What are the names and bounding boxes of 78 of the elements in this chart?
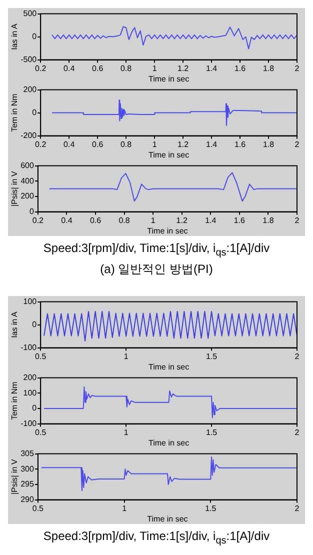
x-axis-title: Time in sec	[148, 150, 190, 160]
x-tick-label: 1	[124, 352, 129, 362]
y-tick-label: 200	[23, 85, 38, 94]
x-tick-label: 1.2	[176, 216, 188, 225]
text: Speed:3[rpm]/div, Time:1[s]/div, i$_{qs}$:1[A]/div	[42, 528, 271, 549]
x-tick-label: 0.6	[92, 64, 104, 73]
y-axis-title: Tem in Nm	[10, 93, 20, 132]
x-axis-title: Time in sec	[148, 74, 190, 84]
y-tick-label: 295	[20, 480, 34, 490]
x-tick-label: 1	[152, 64, 158, 73]
y-axis-title: Tem in Nm	[10, 382, 20, 420]
y-axis-title: Ias in A	[10, 311, 20, 338]
x-axis-title: Time in sec	[148, 438, 190, 448]
y-tick-label: 0	[32, 404, 38, 414]
y-tick-label: 100	[23, 297, 38, 306]
x-tick-label: 0.2	[32, 216, 44, 225]
x-tick-label: 2	[294, 140, 300, 149]
x-tick-label: 1.4	[206, 64, 218, 73]
x-tick-label: 1.5	[206, 352, 218, 362]
x-tick-label: 0.4	[64, 140, 76, 149]
y-tick-label: 305	[20, 449, 34, 458]
x-tick-label: 0.6	[90, 216, 102, 225]
y-tick-label: -500	[20, 55, 38, 64]
x-tick-label: 1	[152, 140, 158, 149]
x-tick-label: 2	[294, 428, 300, 438]
y-tick-label: 300	[20, 464, 34, 474]
x-axis-title: Time in sec	[147, 226, 188, 236]
y-tick-label: 200	[20, 192, 34, 201]
x-tick-label: 1.8	[262, 140, 275, 149]
y-tick-label: 200	[23, 373, 38, 382]
y-axis-title: |Psis| in V	[10, 458, 20, 495]
x-tick-label: 1.2	[177, 140, 190, 149]
y-tick-label: -100	[20, 419, 38, 428]
x-tick-label: 1	[150, 216, 156, 225]
x-tick-label: 1.8	[262, 64, 275, 73]
x-tick-label: 0.5	[35, 428, 47, 438]
x-tick-label: 0.5	[32, 504, 44, 514]
x-tick-label: 1.6	[234, 216, 246, 225]
y-axis-title: Ias in A	[10, 23, 20, 50]
y-axis-title: |Psis| in V	[10, 170, 20, 206]
x-tick-label: 0.6	[92, 140, 104, 149]
x-tick-label: 1.5	[206, 428, 218, 438]
x-tick-label: 0.8	[120, 140, 132, 149]
y-tick-label: 100	[23, 388, 38, 398]
text: (a) 일반적인 방법(PI)	[99, 261, 214, 278]
y-tick-label: 0	[29, 207, 34, 216]
y-tick-label: 290	[20, 495, 34, 504]
y-tick-label: 0	[32, 32, 38, 42]
y-tick-label: 0	[32, 108, 38, 118]
x-tick-label: 2	[294, 504, 300, 514]
y-tick-label: 600	[20, 161, 34, 170]
y-tick-label: 400	[20, 176, 34, 186]
x-tick-label: 1.4	[205, 216, 217, 225]
y-tick-label: -200	[20, 131, 38, 140]
x-tick-label: 0.8	[120, 64, 132, 73]
x-axis-title: Time in sec	[147, 514, 188, 524]
y-tick-label: 0	[32, 320, 38, 330]
x-tick-label: 1.5	[205, 504, 217, 514]
x-tick-label: 2	[294, 352, 300, 362]
text: Speed:3[rpm]/div, Time:1[s]/div, i$_{qs}$:1[A]/div	[42, 240, 271, 260]
x-tick-label: 0.5	[35, 352, 47, 362]
x-axis-title: Time in sec	[148, 362, 190, 372]
x-tick-label: 1.8	[262, 216, 274, 225]
y-tick-label: -100	[20, 343, 38, 352]
x-tick-label: 1	[122, 504, 128, 514]
x-tick-label: 1.4	[206, 140, 218, 149]
x-tick-label: 1.2	[177, 64, 190, 73]
x-tick-label: 1.6	[234, 140, 246, 149]
x-tick-label: 0.8	[118, 216, 130, 225]
x-tick-label: 1.6	[234, 64, 246, 73]
x-tick-label: 1	[124, 428, 129, 438]
x-tick-label: 0.4	[61, 216, 73, 225]
y-tick-label: 500	[23, 9, 38, 18]
x-tick-label: 0.2	[35, 64, 47, 73]
x-tick-label: 2	[294, 64, 300, 73]
x-tick-label: 0.2	[35, 140, 47, 149]
x-tick-label: 0.4	[64, 64, 76, 73]
x-tick-label: 2	[294, 216, 300, 225]
